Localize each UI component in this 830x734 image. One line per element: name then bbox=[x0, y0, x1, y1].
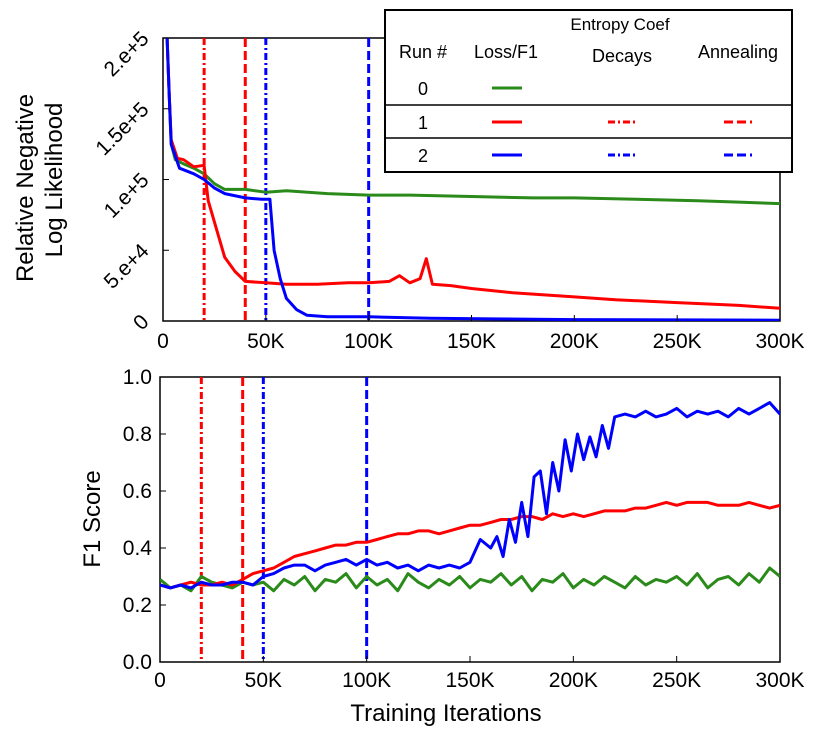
loss-y-tick-label-2: 1.e+5 bbox=[100, 169, 154, 223]
legend-swatches bbox=[492, 86, 752, 157]
loss-x-tick-label-4: 200K bbox=[550, 330, 599, 353]
loss-x-tick-label-1: 50K bbox=[247, 330, 284, 353]
f1-series-run-0 bbox=[160, 566, 780, 593]
f1-x-tick-label-6: 300K bbox=[755, 669, 804, 692]
loss-y-ticks: 0 5.e+4 1.e+5 1.5e+5 2.e+5 bbox=[91, 27, 169, 335]
legend-col-run: Run # bbox=[399, 42, 447, 62]
f1-series-run-2 bbox=[160, 401, 780, 590]
f1-y-ticks: 0.0 0.2 0.4 0.6 0.8 1.0 bbox=[123, 366, 166, 674]
f1-series-group bbox=[160, 401, 780, 593]
loss-series-group bbox=[165, 38, 780, 321]
f1-y-tick-label-3: 0.6 bbox=[123, 480, 152, 503]
loss-series-run-2 bbox=[165, 38, 780, 321]
f1-x-tick-label-2: 100K bbox=[342, 669, 391, 692]
loss-x-ticks: 0 50K 100K 150K 200K 250K 300K bbox=[157, 315, 805, 353]
legend-col-annealing: Annealing bbox=[698, 42, 778, 62]
loss-y-tick-label-0: 0 bbox=[129, 310, 154, 335]
legend-row-1-run: 1 bbox=[418, 113, 428, 133]
legend-frame bbox=[384, 9, 793, 173]
legend-row-2-run: 2 bbox=[418, 146, 428, 166]
f1-y-tick-label-5: 1.0 bbox=[123, 366, 152, 389]
f1-panel: 0 50K 100K 150K 200K 250K 300K 0.0 0.2 0.4 0.6 0.8… bbox=[79, 366, 805, 727]
loss-x-tick-label-2: 100K bbox=[344, 330, 393, 353]
legend-row-0-run: 0 bbox=[418, 79, 428, 99]
loss-y-tick-label-3: 1.5e+5 bbox=[91, 98, 153, 160]
f1-x-tick-label-1: 50K bbox=[245, 669, 282, 692]
loss-y-tick-label-4: 2.e+5 bbox=[100, 27, 154, 81]
f1-y-tick-label-2: 0.4 bbox=[123, 537, 153, 560]
f1-x-ticks: 0 50K 100K 150K 200K 250K 300K bbox=[154, 656, 805, 692]
f1-x-tick-label-5: 250K bbox=[652, 669, 701, 692]
legend-title: Entropy Coef bbox=[570, 15, 669, 34]
legend-table: Entropy Coef Run # Loss/F1 Decays Anneal… bbox=[384, 9, 793, 173]
legend-col-loss: Loss/F1 bbox=[474, 42, 538, 62]
loss-y-axis-label-line1: Relative Negative bbox=[12, 94, 39, 282]
f1-x-tick-label-0: 0 bbox=[154, 669, 166, 692]
loss-y-tick-label-1: 5.e+4 bbox=[100, 239, 154, 293]
loss-x-tick-label-0: 0 bbox=[157, 330, 169, 353]
loss-x-tick-label-6: 300K bbox=[755, 330, 804, 353]
loss-x-tick-label-5: 250K bbox=[653, 330, 702, 353]
f1-y-tick-label-1: 0.2 bbox=[123, 594, 152, 617]
loss-y-axis-label-line2: Log Likelihood bbox=[41, 103, 68, 258]
loss-x-tick-label-3: 150K bbox=[447, 330, 496, 353]
f1-y-tick-label-0: 0.0 bbox=[123, 651, 152, 674]
f1-x-tick-label-3: 150K bbox=[445, 669, 494, 692]
loss-vlines bbox=[202, 38, 371, 321]
loss-series-run-1 bbox=[165, 38, 780, 310]
f1-x-tick-label-4: 200K bbox=[549, 669, 598, 692]
f1-series-run-1 bbox=[160, 500, 780, 590]
x-axis-label: Training Iterations bbox=[350, 700, 541, 727]
f1-vlines bbox=[199, 377, 369, 662]
f1-plot-frame bbox=[159, 376, 781, 663]
f1-y-tick-label-4: 0.8 bbox=[123, 423, 152, 446]
f1-y-axis-label: F1 Score bbox=[79, 470, 106, 567]
legend-col-decays: Decays bbox=[592, 46, 652, 66]
